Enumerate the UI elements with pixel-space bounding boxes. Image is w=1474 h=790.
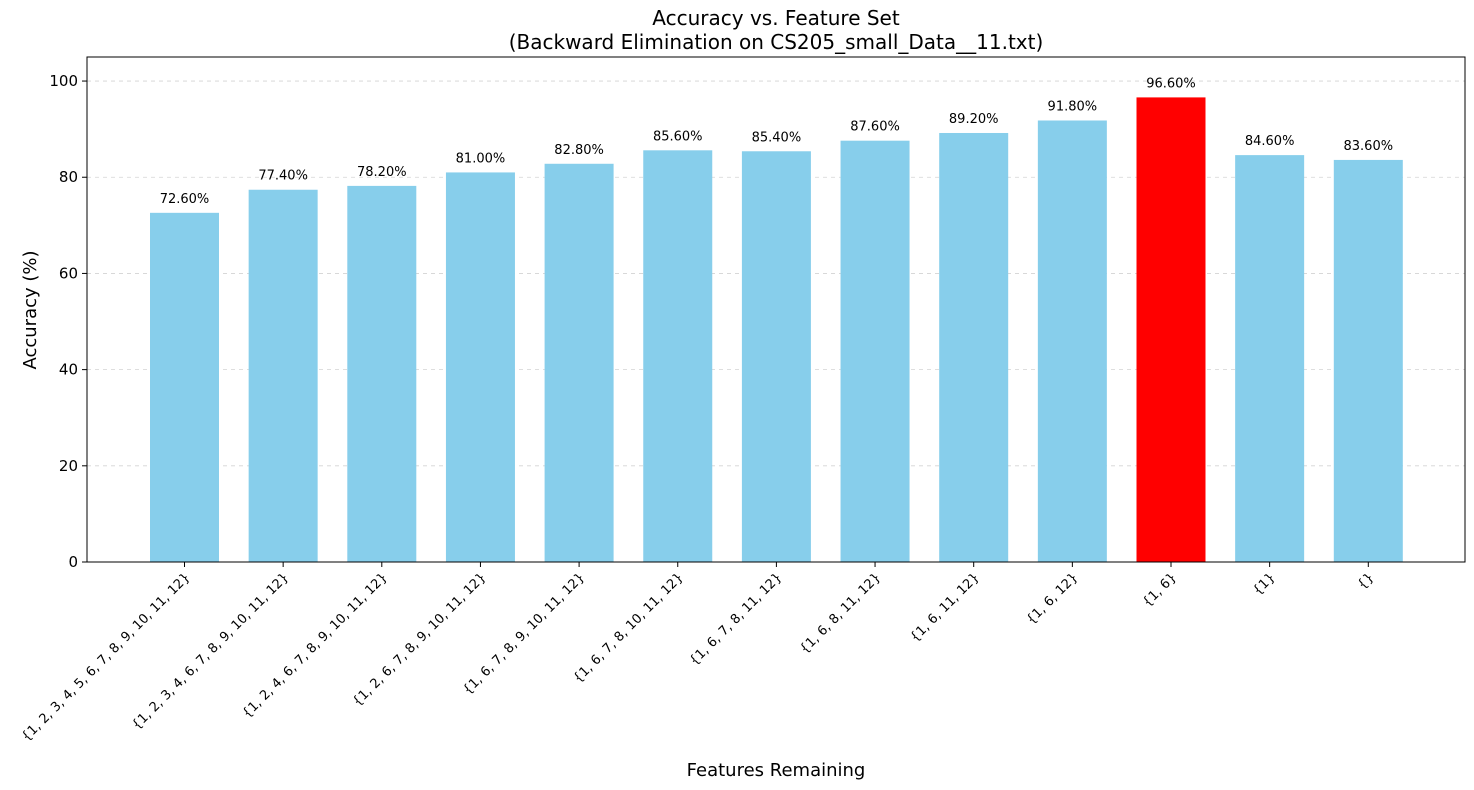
y-tick-label: 80 xyxy=(59,168,78,186)
x-tick-label: {1, 6, 11, 12} xyxy=(908,570,983,645)
x-tick-label: {1, 6, 8, 11, 12} xyxy=(797,570,884,657)
x-tick-label: {1, 2, 3, 4, 5, 6, 7, 8, 9, 10, 11, 12} xyxy=(19,570,193,744)
bar xyxy=(347,185,417,562)
data-label: 82.80% xyxy=(554,143,604,158)
bar xyxy=(248,189,318,562)
data-label: 72.60% xyxy=(160,192,210,207)
bar xyxy=(544,163,614,562)
data-label: 85.60% xyxy=(653,129,703,144)
y-axis-label: Accuracy (%) xyxy=(20,250,41,369)
data-label: 85.40% xyxy=(752,130,802,145)
data-label: 89.20% xyxy=(949,112,999,127)
x-tick-label: {1, 6, 12} xyxy=(1024,570,1081,627)
x-axis-label: Features Remaining xyxy=(687,760,866,781)
data-label: 78.20% xyxy=(357,165,407,180)
data-label: 91.80% xyxy=(1048,99,1098,114)
y-axis-ticks: 0 20 40 60 80 100 xyxy=(49,72,87,571)
x-tick-label: {} xyxy=(1355,570,1377,592)
bar xyxy=(150,212,219,563)
bar xyxy=(840,140,910,562)
data-label: 87.60% xyxy=(850,120,900,135)
bar xyxy=(643,150,713,563)
x-axis-ticks: {1, 2, 3, 4, 5, 6, 7, 8, 9, 10, 11, 12}{… xyxy=(19,562,1377,745)
y-tick-label: 0 xyxy=(68,553,78,571)
y-tick-label: 100 xyxy=(49,72,78,90)
bar xyxy=(741,151,811,562)
chart-title-line1: Accuracy vs. Feature Set xyxy=(652,6,900,30)
y-tick-label: 20 xyxy=(59,457,78,475)
bar xyxy=(1235,155,1305,562)
x-tick-label: {1, 6, 7, 8, 11, 12} xyxy=(687,570,785,668)
data-label: 83.60% xyxy=(1344,139,1394,154)
bar xyxy=(1037,120,1107,562)
data-label: 96.60% xyxy=(1146,76,1196,91)
data-label: 81.00% xyxy=(456,151,506,166)
data-label: 84.60% xyxy=(1245,134,1295,149)
x-tick-label: {1} xyxy=(1250,570,1278,598)
y-tick-label: 40 xyxy=(59,361,78,379)
chart-title-line2: (Backward Elimination on CS205_small_Dat… xyxy=(509,30,1044,54)
bar xyxy=(1136,97,1206,563)
y-tick-label: 60 xyxy=(59,264,78,282)
bar xyxy=(1333,159,1403,562)
x-tick-label: {1, 6} xyxy=(1140,570,1180,610)
data-label: 77.40% xyxy=(258,169,308,184)
bar xyxy=(939,132,1009,562)
x-tick-label: {1, 6, 7, 8, 10, 11, 12} xyxy=(571,570,687,686)
bars-group xyxy=(150,97,1403,563)
data-labels-group: 72.60% 77.40% 78.20% 81.00% 82.80% 85.60% 85.4… xyxy=(160,76,1393,206)
bar xyxy=(445,172,515,562)
x-tick-label: {1, 2, 3, 4, 6, 7, 8, 9, 10, 11, 12} xyxy=(129,570,292,733)
